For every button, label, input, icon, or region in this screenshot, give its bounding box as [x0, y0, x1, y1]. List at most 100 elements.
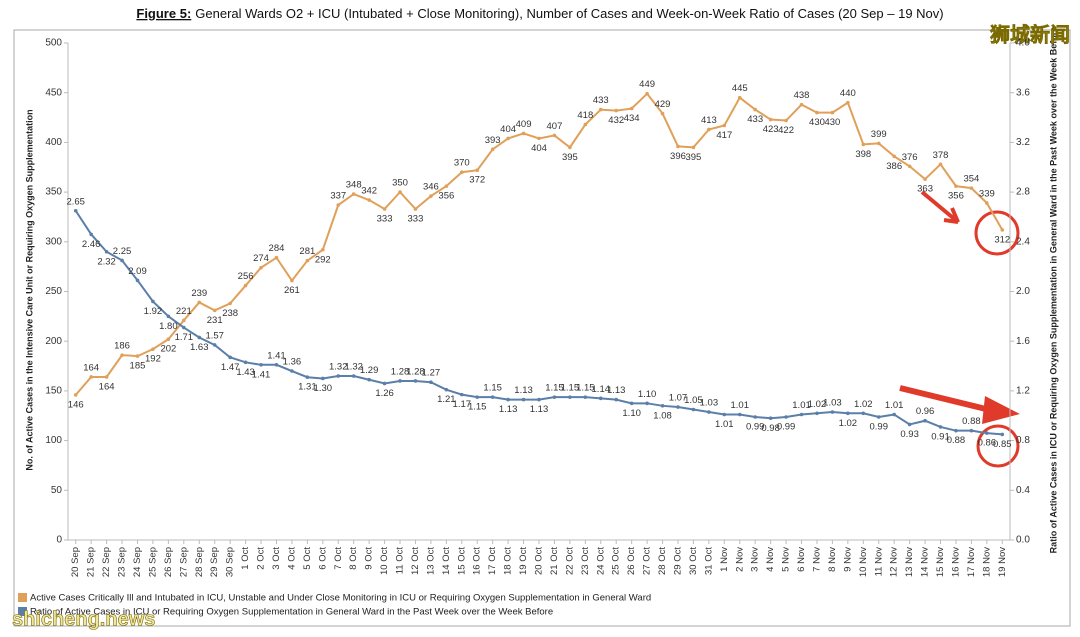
point [274, 363, 279, 367]
data-label: 395 [562, 152, 578, 163]
point [799, 412, 804, 417]
x-tick-label: 14 Oct [441, 547, 452, 575]
data-label: 417 [716, 130, 732, 141]
point [459, 392, 464, 397]
data-label: 342 [361, 186, 377, 197]
data-label: 1.28 [391, 366, 410, 377]
data-label: 2.65 [66, 196, 85, 207]
x-tick-label: 20 Oct [534, 547, 545, 575]
x-tick-label: 1 Oct [240, 547, 251, 570]
point [367, 198, 371, 202]
x-tick-label: 19 Nov [997, 547, 1008, 577]
y-tick-label: 250 [45, 286, 62, 297]
data-label: 430 [824, 117, 840, 128]
data-label: 1.01 [715, 419, 734, 430]
point [815, 411, 819, 416]
point [583, 122, 588, 127]
point [846, 411, 850, 416]
data-label: 238 [222, 308, 238, 319]
data-label: 1.05 [684, 395, 703, 406]
data-label: 449 [639, 79, 655, 90]
data-label: 363 [917, 184, 933, 195]
data-label: 1.15 [545, 383, 564, 394]
point [336, 203, 341, 207]
x-tick-label: 30 Sep [225, 547, 236, 577]
data-label: 1.13 [499, 404, 518, 415]
point [490, 395, 495, 399]
point [861, 142, 866, 147]
point [321, 247, 325, 252]
point [228, 301, 232, 306]
point [598, 107, 603, 112]
point [784, 118, 788, 123]
data-label: 256 [238, 271, 254, 282]
frame [13, 29, 1071, 627]
x-tick-label: 28 Sep [194, 547, 205, 577]
point [722, 123, 727, 128]
arrow [899, 385, 991, 413]
point [537, 397, 541, 402]
point [243, 283, 248, 288]
annotations [899, 190, 1020, 468]
y2-tick-label: 0.8 [1016, 435, 1030, 446]
data-label: 354 [963, 174, 979, 185]
highlight-circle [974, 210, 1020, 256]
point [707, 410, 711, 414]
data-label: 1.17 [453, 399, 472, 410]
x-tick-label: 16 Nov [950, 547, 961, 577]
data-label: 1.01 [792, 400, 811, 411]
data-label: 164 [99, 381, 115, 392]
watermark: 狮城新闻 [990, 22, 1070, 46]
data-label: 433 [593, 95, 609, 106]
point [954, 184, 958, 188]
data-label: 1.14 [592, 384, 611, 395]
point [691, 145, 696, 150]
point [490, 147, 495, 152]
point [583, 395, 588, 399]
watermark: shicheng.news [12, 608, 155, 630]
y2-tick-label: 2.0 [1016, 286, 1030, 297]
y-tick-label: 50 [51, 485, 63, 496]
data-label: 0.93 [900, 429, 919, 440]
x-tick-label: 7 Nov [811, 547, 822, 572]
point [120, 258, 124, 263]
point [475, 168, 480, 173]
highlight-circle [976, 424, 1020, 468]
data-label: 372 [469, 175, 485, 186]
data-label: 2.09 [128, 266, 147, 277]
x-tick-label: 11 Nov [873, 547, 884, 577]
point [830, 410, 835, 414]
x-tick-label: 4 Nov [765, 547, 776, 572]
data-label: 432 [608, 115, 624, 126]
data-label: 0.99 [746, 422, 765, 433]
data-label: 378 [933, 150, 949, 161]
point [151, 347, 155, 351]
point [645, 401, 649, 406]
point [382, 207, 387, 211]
point [351, 374, 356, 378]
point [614, 108, 619, 113]
data-label: 1.07 [669, 393, 688, 404]
x-tick-label: 23 Sep [117, 547, 128, 577]
point [892, 412, 896, 417]
point [89, 232, 93, 237]
point [861, 411, 866, 416]
point [351, 192, 356, 196]
data-label: 1.71 [175, 332, 194, 343]
data-label: 1.15 [483, 383, 502, 394]
data-label: 418 [577, 110, 593, 121]
data-label: 1.02 [854, 399, 873, 410]
point [737, 95, 742, 100]
point [336, 374, 341, 378]
point [552, 133, 557, 138]
x-tick-label: 20 Sep [70, 547, 81, 577]
figure-label: Figure 5: [136, 6, 191, 21]
x-tick-label: 7 Oct [333, 547, 344, 570]
x-tick-label: 14 Nov [920, 547, 931, 577]
y-tick-label: 400 [45, 137, 62, 148]
data-label: 261 [284, 285, 300, 296]
x-tick-label: 25 Oct [611, 547, 622, 575]
point [120, 353, 124, 357]
point [645, 91, 649, 96]
y2-tick-label: 3.6 [1016, 87, 1030, 98]
